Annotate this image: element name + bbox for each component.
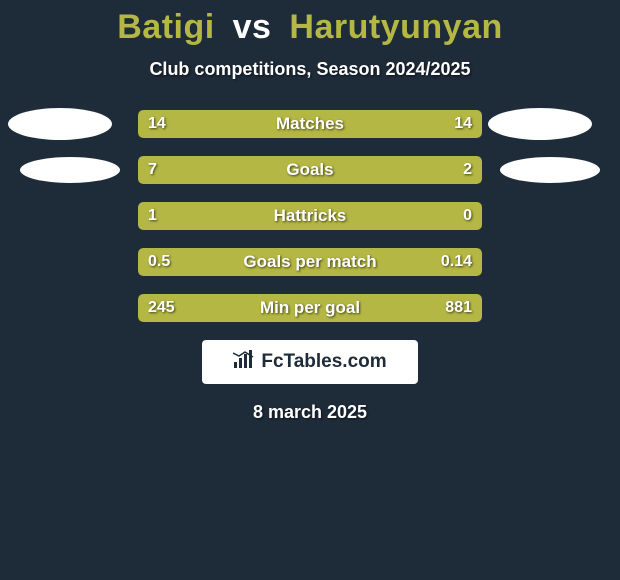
stat-bar-left-fill [138, 202, 482, 230]
comparison-title: Batigi vs Harutyunyan [0, 0, 620, 47]
stat-bar: 72Goals [138, 156, 482, 184]
stat-bar-left-fill [138, 294, 406, 322]
stat-value-right: 0 [463, 207, 472, 225]
stat-row: 245881Min per goal [0, 294, 620, 322]
stat-value-left: 0.5 [148, 253, 170, 271]
player-b-name: Harutyunyan [289, 8, 502, 46]
player-a-marker [20, 157, 120, 183]
stat-bar-left-fill [138, 248, 406, 276]
stat-value-left: 7 [148, 161, 157, 179]
stat-value-left: 1 [148, 207, 157, 225]
player-b-marker [488, 108, 592, 140]
stat-value-right: 881 [445, 299, 472, 317]
stat-value-left: 245 [148, 299, 175, 317]
brand-box: FcTables.com [202, 340, 418, 384]
stat-bar-left-fill [138, 156, 396, 184]
stat-row: 0.50.14Goals per match [0, 248, 620, 276]
date-text: 8 march 2025 [0, 402, 620, 423]
stat-value-right: 2 [463, 161, 472, 179]
player-b-marker [500, 157, 600, 183]
stat-bar: 10Hattricks [138, 202, 482, 230]
stat-row: 10Hattricks [0, 202, 620, 230]
stat-row: 1414Matches [0, 110, 620, 138]
stat-value-right: 0.14 [441, 253, 472, 271]
stat-value-right: 14 [454, 115, 472, 133]
bar-chart-icon [233, 350, 255, 375]
player-a-marker [8, 108, 112, 140]
stat-bar: 245881Min per goal [138, 294, 482, 322]
stat-bar: 0.50.14Goals per match [138, 248, 482, 276]
vs-separator: vs [233, 8, 272, 46]
subtitle: Club competitions, Season 2024/2025 [0, 59, 620, 80]
comparison-chart: 1414Matches72Goals10Hattricks0.50.14Goal… [0, 110, 620, 322]
brand-text: FcTables.com [261, 351, 386, 373]
stat-value-left: 14 [148, 115, 166, 133]
stat-row: 72Goals [0, 156, 620, 184]
stat-bar: 1414Matches [138, 110, 482, 138]
player-a-name: Batigi [117, 8, 214, 46]
